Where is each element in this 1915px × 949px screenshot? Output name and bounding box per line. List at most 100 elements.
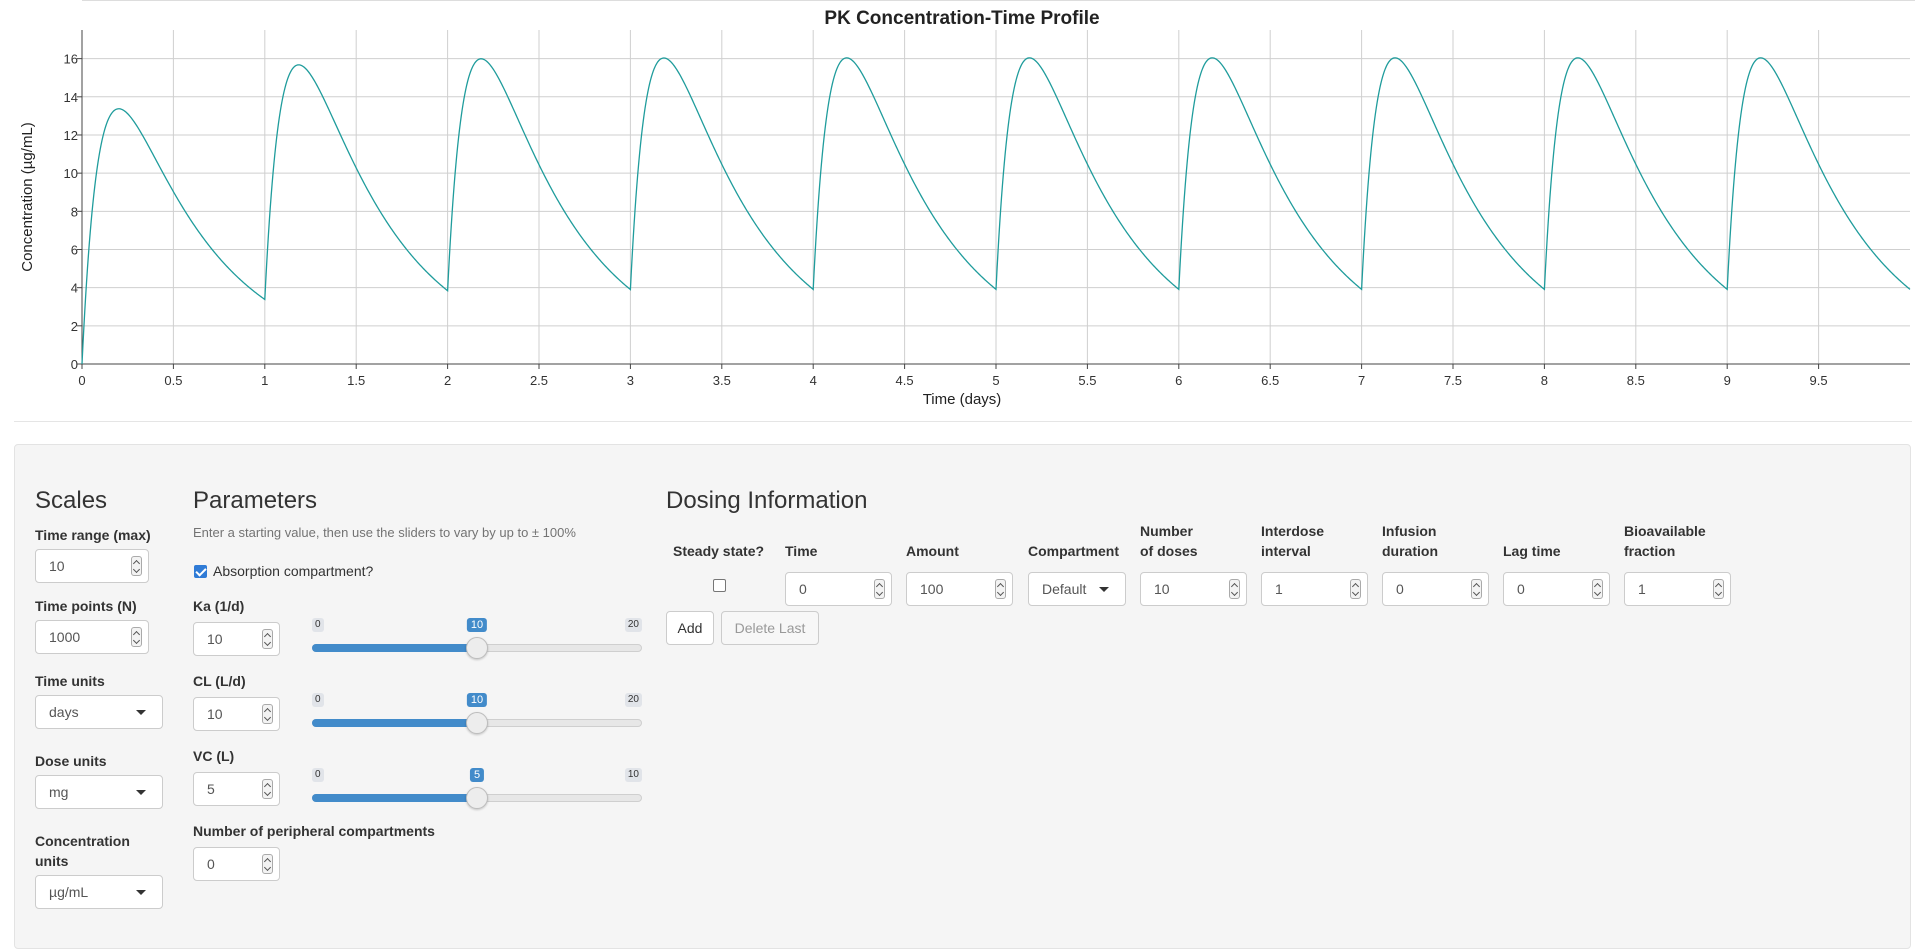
cl-label: CL (L/d) bbox=[193, 673, 246, 689]
interval-input[interactable]: 1 bbox=[1261, 572, 1368, 606]
chevron-down-icon bbox=[1099, 587, 1109, 592]
x-tick-label: 8.5 bbox=[1627, 373, 1645, 388]
ka-input[interactable]: 10 bbox=[193, 622, 280, 656]
time-points-spinner[interactable] bbox=[131, 627, 142, 647]
time-points-input[interactable]: 1000 bbox=[35, 620, 149, 654]
cl-slider-handle[interactable] bbox=[466, 712, 488, 734]
dose-time-value: 0 bbox=[799, 581, 807, 597]
interval-spinner[interactable] bbox=[1350, 579, 1361, 599]
lag-time-input[interactable]: 0 bbox=[1503, 572, 1610, 606]
ka-slider-value: 10 bbox=[466, 618, 488, 632]
conc-units-select[interactable]: µg/mL bbox=[35, 875, 163, 909]
control-panel: Scales Time range (max) 10 Time points (… bbox=[14, 444, 1911, 949]
y-tick-label: 16 bbox=[64, 52, 78, 67]
time-points-label: Time points (N) bbox=[35, 598, 137, 614]
ka-spinner[interactable] bbox=[262, 629, 273, 649]
conc-units-value: µg/mL bbox=[49, 884, 89, 900]
add-dose-button[interactable]: Add bbox=[666, 611, 714, 645]
scales-title: Scales bbox=[35, 487, 108, 514]
x-tick-label: 7 bbox=[1358, 373, 1365, 388]
cl-slider-fill bbox=[312, 719, 477, 727]
x-axis-label: Time (days) bbox=[923, 391, 1002, 408]
ka-slider-handle[interactable] bbox=[466, 637, 488, 659]
peripheral-input[interactable]: 0 bbox=[193, 847, 280, 881]
dose-amount-spinner[interactable] bbox=[995, 579, 1006, 599]
header-time: Time bbox=[785, 543, 818, 559]
absorption-checkbox[interactable] bbox=[194, 565, 207, 578]
y-tick-label: 4 bbox=[71, 281, 78, 296]
vc-label: VC (L) bbox=[193, 748, 235, 764]
delete-last-button[interactable]: Delete Last bbox=[721, 611, 819, 645]
ka-slider[interactable]: 0 20 10 bbox=[312, 618, 642, 662]
bioavailable-value: 1 bbox=[1638, 581, 1646, 597]
concentration-line bbox=[81, 57, 1911, 365]
dosing-title: Dosing Information bbox=[666, 487, 868, 514]
header-interval-line2: interval bbox=[1261, 543, 1311, 559]
cl-spinner[interactable] bbox=[262, 704, 273, 724]
header-amount: Amount bbox=[906, 543, 959, 559]
dose-units-label: Dose units bbox=[35, 753, 107, 769]
x-tick-label: 7.5 bbox=[1444, 373, 1462, 388]
vc-spinner[interactable] bbox=[262, 779, 273, 799]
y-tick-label: 0 bbox=[71, 357, 78, 372]
y-tick-label: 14 bbox=[64, 90, 78, 105]
conc-units-label-line1: Concentration bbox=[35, 833, 130, 849]
y-tick-label: 2 bbox=[71, 319, 78, 334]
dose-units-select[interactable]: mg bbox=[35, 775, 163, 809]
chevron-down-icon bbox=[136, 710, 146, 715]
x-tick-label: 1 bbox=[261, 373, 268, 388]
compartment-select[interactable]: Default bbox=[1028, 572, 1126, 606]
time-range-input[interactable]: 10 bbox=[35, 549, 149, 583]
y-tick-label: 6 bbox=[71, 242, 78, 257]
ka-label: Ka (1/d) bbox=[193, 598, 245, 614]
time-range-value: 10 bbox=[49, 558, 65, 574]
peripheral-spinner[interactable] bbox=[262, 854, 273, 874]
dose-time-input[interactable]: 0 bbox=[785, 572, 892, 606]
bioavailable-input[interactable]: 1 bbox=[1624, 572, 1731, 606]
header-ndoses-line1: Number bbox=[1140, 523, 1193, 539]
vc-input[interactable]: 5 bbox=[193, 772, 280, 806]
x-tick-label: 0.5 bbox=[164, 373, 182, 388]
time-range-label: Time range (max) bbox=[35, 527, 151, 543]
header-interval-line1: Interdose bbox=[1261, 523, 1325, 539]
header-bioavailable-line2: fraction bbox=[1624, 543, 1676, 559]
cl-slider[interactable]: 0 20 10 bbox=[312, 693, 642, 737]
vc-value: 5 bbox=[207, 781, 215, 797]
bioavailable-spinner[interactable] bbox=[1713, 579, 1724, 599]
header-compartment: Compartment bbox=[1028, 543, 1120, 559]
steady-state-checkbox[interactable] bbox=[713, 579, 726, 592]
vc-slider-handle[interactable] bbox=[466, 787, 488, 809]
dose-units-value: mg bbox=[49, 784, 69, 800]
cl-input[interactable]: 10 bbox=[193, 697, 280, 731]
time-units-select[interactable]: days bbox=[35, 695, 163, 729]
infusion-input[interactable]: 0 bbox=[1382, 572, 1489, 606]
x-tick-label: 2 bbox=[444, 373, 451, 388]
infusion-spinner[interactable] bbox=[1471, 579, 1482, 599]
x-tick-label: 5 bbox=[992, 373, 999, 388]
vc-slider-fill bbox=[312, 794, 477, 802]
time-points-value: 1000 bbox=[49, 629, 81, 645]
header-infusion-line1: Infusion bbox=[1382, 523, 1437, 539]
header-ndoses-line2: of doses bbox=[1140, 543, 1198, 559]
x-tick-label: 6 bbox=[1175, 373, 1182, 388]
ndoses-input[interactable]: 10 bbox=[1140, 572, 1247, 606]
x-tick-label: 2.5 bbox=[530, 373, 548, 388]
x-tick-label: 3 bbox=[627, 373, 634, 388]
cl-slider-min: 0 bbox=[312, 693, 324, 707]
dose-time-spinner[interactable] bbox=[874, 579, 885, 599]
conc-units-label-line2: units bbox=[35, 853, 69, 869]
vc-slider[interactable]: 0 10 5 bbox=[312, 768, 642, 812]
infusion-value: 0 bbox=[1396, 581, 1404, 597]
dose-amount-input[interactable]: 100 bbox=[906, 572, 1013, 606]
x-tick-label: 0 bbox=[78, 373, 85, 388]
cl-slider-value: 10 bbox=[466, 693, 488, 707]
y-axis-label: Concentration (µg/mL) bbox=[19, 122, 36, 272]
time-range-spinner[interactable] bbox=[131, 556, 142, 576]
x-tick-label: 9.5 bbox=[1810, 373, 1828, 388]
plot-separator bbox=[14, 421, 1912, 422]
time-units-value: days bbox=[49, 704, 79, 720]
ndoses-spinner[interactable] bbox=[1229, 579, 1240, 599]
x-tick-label: 3.5 bbox=[713, 373, 731, 388]
lag-time-spinner[interactable] bbox=[1592, 579, 1603, 599]
chevron-down-icon bbox=[136, 790, 146, 795]
